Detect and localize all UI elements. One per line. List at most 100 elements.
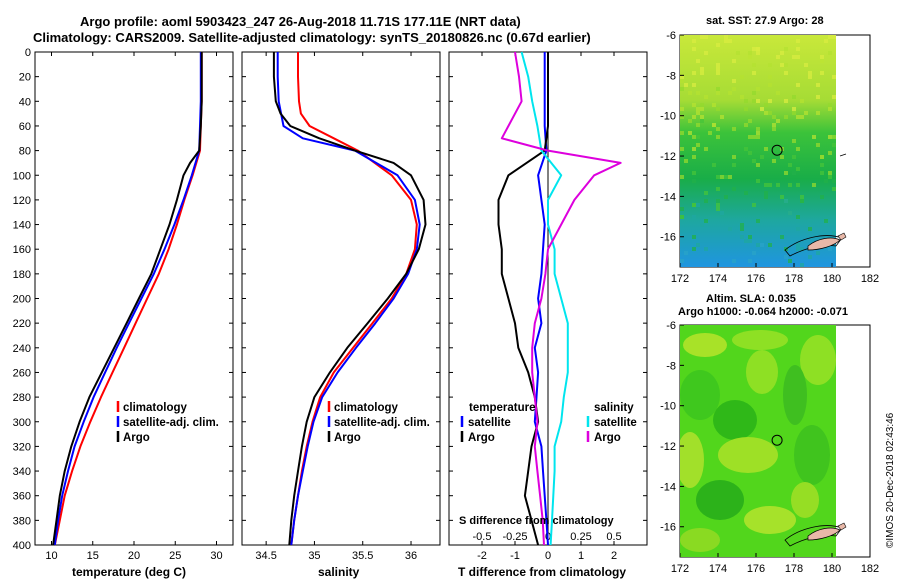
y-tick-label: -12 xyxy=(660,441,676,453)
y-tick-label: 200 xyxy=(13,294,31,306)
y-tick-label: 400 xyxy=(13,540,31,552)
legend-label-argo: Argo xyxy=(334,432,361,444)
legend-header-temperature: temperature xyxy=(469,402,535,414)
y-tick-label: -8 xyxy=(666,360,676,372)
sla-coastline xyxy=(784,522,847,547)
y-tick-label: 20 xyxy=(19,72,31,84)
legend-label-s-argo: Argo xyxy=(594,432,621,444)
y-tick-label: -14 xyxy=(660,191,676,203)
sst-coastline xyxy=(784,153,847,257)
y-tick-label: -8 xyxy=(666,70,676,82)
sst-field-texture xyxy=(680,35,836,267)
y-tick-label: -10 xyxy=(660,401,676,413)
y-tick-label: 60 xyxy=(19,121,31,133)
credit-stamp: ©IMOS 20-Dec-2018 02:43:46 xyxy=(885,412,896,548)
sla-map-subtitle: Argo h1000: -0.064 h2000: -0.071 xyxy=(678,306,848,318)
sla-field xyxy=(680,325,836,557)
legend-label-s-satellite: satellite xyxy=(594,417,637,429)
x-tick-label: 172 xyxy=(671,563,689,575)
temperature-legend: climatology satellite-adj. clim. Argo xyxy=(116,401,219,444)
x-tick-label: -2 xyxy=(477,550,487,562)
salinity-ticks: 34.5 35 35.5 36 xyxy=(242,51,440,562)
difference-legend: temperature salinity satellite Argo sate… xyxy=(460,402,637,444)
salinity-panel: 34.5 35 35.5 36 salinity climatology satell… xyxy=(241,51,441,579)
y-tick-label: -6 xyxy=(666,30,676,42)
salinity-tick-label: 0.25 xyxy=(570,531,591,543)
legend-label-t-argo: Argo xyxy=(468,432,495,444)
y-tick-label: 180 xyxy=(13,269,31,281)
series-line-satellite-adj-clim- xyxy=(276,52,421,546)
x-tick-label: 178 xyxy=(785,273,803,285)
x-tick-label: 36 xyxy=(405,550,417,562)
sla-map-title: Altim. SLA: 0.035 xyxy=(706,293,796,305)
x-tick-label: 182 xyxy=(861,273,879,285)
legend-label-satellite: satellite-adj. clim. xyxy=(334,417,430,429)
legend-label-climatology: climatology xyxy=(334,402,399,414)
temperature-lines xyxy=(52,52,203,546)
series-line-t-satellite xyxy=(533,52,549,546)
difference-panel: -2 -1 0 1 2-0.5 -0.25 0 0.25 0.5 S difference fr… xyxy=(448,51,648,579)
y-tick-label: 120 xyxy=(13,195,31,207)
x-tick-label: 174 xyxy=(709,273,727,285)
sla-map-ticks: 172 174 176 178 180 182 -6 -8 -10 -12 -14 -16 xyxy=(660,320,879,575)
figure-title-line2: Climatology: CARS2009. Satellite-adjuste… xyxy=(33,30,591,45)
salinity-xlabel: salinity xyxy=(318,565,360,579)
series-line-t-argo xyxy=(497,52,549,546)
x-tick-label: 25 xyxy=(169,550,181,562)
x-tick-label: 20 xyxy=(128,550,140,562)
salinity-axes-frame xyxy=(241,51,441,546)
y-tick-label: 240 xyxy=(13,343,31,355)
legend-label-satellite: satellite-adj. clim. xyxy=(123,417,219,429)
legend-label-argo: Argo xyxy=(123,432,150,444)
x-tick-label: 35 xyxy=(308,550,320,562)
legend-header-salinity: salinity xyxy=(594,402,634,414)
x-tick-label: -1 xyxy=(510,550,520,562)
x-tick-label: 30 xyxy=(210,550,222,562)
y-tick-label: 40 xyxy=(19,96,31,108)
x-tick-label: 174 xyxy=(709,563,727,575)
y-tick-label: 160 xyxy=(13,244,31,256)
sst-map-ticks: 172 174 176 178 180 182 -6 -8 -10 -12 -14 -16 xyxy=(660,30,879,285)
temperature-ticks: 0 20 40 60 80 100 120 140 160 180 200 220 240 260 280 3… xyxy=(13,47,233,562)
y-tick-label: 0 xyxy=(25,47,31,59)
sst-argo-marker xyxy=(771,144,783,156)
y-tick-label: -10 xyxy=(660,111,676,123)
series-line-s-argo xyxy=(500,51,622,546)
x-tick-label: 172 xyxy=(671,273,689,285)
sla-map: Altim. SLA: 0.035 Argo h1000: -0.064 h20… xyxy=(660,293,879,575)
y-tick-label: 80 xyxy=(19,146,31,158)
y-tick-label: 260 xyxy=(13,367,31,379)
figure-title-line1: Argo profile: aoml 5903423_247 26-Aug-20… xyxy=(80,14,521,29)
x-tick-label: 180 xyxy=(823,273,841,285)
salinity-legend: climatology satellite-adj. clim. Argo xyxy=(327,401,430,444)
x-tick-label: 0 xyxy=(545,550,551,562)
x-tick-label: 1 xyxy=(578,550,584,562)
x-tick-label: 34.5 xyxy=(255,550,276,562)
x-tick-label: 35.5 xyxy=(352,550,373,562)
y-tick-label: -14 xyxy=(660,481,676,493)
temperature-xlabel: temperature (deg C) xyxy=(72,565,186,579)
y-tick-label: 320 xyxy=(13,441,31,453)
difference-top-xlabel: S difference from climatology xyxy=(459,515,615,527)
x-tick-label: 10 xyxy=(45,550,57,562)
y-tick-label: -16 xyxy=(660,522,676,534)
y-tick-label: 140 xyxy=(13,220,31,232)
salinity-tick-label: -0.5 xyxy=(473,531,492,543)
y-tick-label: 280 xyxy=(13,392,31,404)
y-tick-label: 380 xyxy=(13,515,31,527)
y-tick-label: 340 xyxy=(13,466,31,478)
y-tick-label: 300 xyxy=(13,417,31,429)
y-tick-label: 360 xyxy=(13,491,31,503)
x-tick-label: 178 xyxy=(785,563,803,575)
sst-map: sat. SST: 27.9 Argo: 28 172 174 176 178 180 1… xyxy=(660,15,879,285)
sla-argo-marker xyxy=(771,434,783,446)
difference-ticks: -2 -1 0 1 2-0.5 -0.25 0 0.25 0.5 xyxy=(449,51,647,562)
x-tick-label: 176 xyxy=(747,563,765,575)
x-tick-label: 176 xyxy=(747,273,765,285)
x-tick-label: 2 xyxy=(611,550,617,562)
series-line-argo xyxy=(52,52,203,546)
x-tick-label: 182 xyxy=(861,563,879,575)
y-tick-label: -16 xyxy=(660,232,676,244)
difference-xlabel: T difference from climatology xyxy=(458,565,626,579)
